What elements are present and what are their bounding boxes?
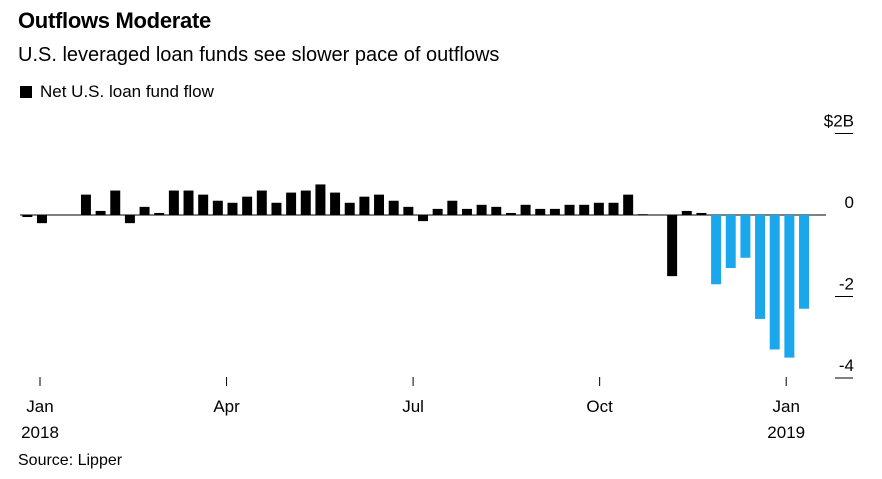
bar [154, 212, 165, 215]
bar [330, 192, 341, 215]
bar [799, 215, 810, 309]
bar [564, 204, 575, 215]
bar [491, 206, 502, 215]
x-tick-sublabel: 2018 [21, 423, 59, 442]
y-tick-label: 0 [845, 193, 854, 212]
chart-subtitle: U.S. leveraged loan funds see slower pac… [18, 44, 500, 66]
bar [461, 208, 472, 215]
bar [139, 206, 150, 215]
bar [418, 215, 428, 222]
bar [520, 204, 531, 215]
bar [374, 194, 385, 216]
x-tick-label: Oct [586, 397, 613, 416]
bar [95, 210, 106, 215]
bar [168, 190, 179, 215]
bar [271, 202, 282, 215]
bar [80, 194, 91, 216]
bar [784, 215, 795, 358]
bar [359, 196, 370, 215]
legend: Net U.S. loan fund flow [20, 82, 214, 102]
bar [286, 192, 297, 215]
bar [344, 202, 355, 215]
bar [212, 200, 223, 215]
bar [667, 215, 678, 277]
bar [549, 208, 560, 215]
x-tick-sublabel: 2019 [767, 423, 805, 442]
legend-label: Net U.S. loan fund flow [40, 82, 214, 101]
x-tick-label: Jan [772, 397, 799, 416]
bar [740, 215, 751, 258]
x-tick-label: Jan [26, 397, 53, 416]
legend-swatch [20, 86, 32, 98]
bar [183, 190, 194, 215]
bar [37, 215, 47, 224]
bar [227, 202, 238, 215]
bar [755, 215, 766, 319]
bar [681, 210, 692, 215]
bar [476, 204, 487, 215]
bar [432, 208, 443, 215]
bar [623, 194, 634, 216]
bar [256, 190, 267, 215]
bar [579, 204, 590, 215]
x-tick-label: Jul [402, 397, 424, 416]
bar [593, 202, 604, 215]
y-tick-label: -2 [839, 275, 854, 294]
bar [300, 190, 311, 215]
bar [388, 200, 399, 215]
bar [198, 194, 209, 216]
bar [315, 184, 326, 215]
bar [124, 215, 135, 224]
bar [711, 215, 722, 285]
bar [242, 196, 253, 215]
chart-title: Outflows Moderate [18, 8, 211, 33]
y-tick-label: $2B [824, 112, 854, 131]
bar [608, 202, 619, 215]
source-note: Source: Lipper [18, 452, 123, 469]
bar [403, 206, 414, 215]
bar [637, 214, 648, 216]
bar [725, 215, 736, 268]
x-tick-label: Apr [213, 397, 240, 416]
bar [22, 215, 33, 218]
bar [696, 212, 707, 215]
bar [769, 215, 780, 350]
bar [505, 212, 516, 215]
bar [447, 200, 458, 215]
y-tick-label: -4 [839, 356, 854, 375]
bar [535, 208, 546, 215]
bar [110, 190, 121, 215]
